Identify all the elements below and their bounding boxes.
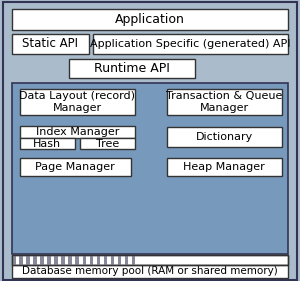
Bar [12, 255, 16, 265]
Bar [40, 255, 44, 265]
Bar [132, 255, 135, 265]
Text: Dictionary: Dictionary [196, 132, 253, 142]
Bar [26, 255, 30, 265]
Bar [12, 83, 288, 254]
Bar [12, 9, 288, 30]
Bar [33, 255, 37, 265]
Bar [69, 59, 195, 78]
Bar [111, 255, 114, 265]
Text: Heap Manager: Heap Manager [183, 162, 265, 172]
Text: Hash: Hash [33, 139, 61, 149]
Text: Transaction & Queue
Manager: Transaction & Queue Manager [166, 91, 282, 113]
Bar [61, 255, 65, 265]
Bar [12, 255, 288, 265]
Text: Runtime API: Runtime API [94, 62, 170, 75]
Text: Data Layout (record)
Manager: Data Layout (record) Manager [19, 91, 135, 113]
Bar [54, 255, 58, 265]
Text: Tree: Tree [96, 139, 119, 149]
Bar [20, 138, 75, 149]
Bar [20, 89, 135, 115]
Bar [76, 255, 79, 265]
Text: Index Manager: Index Manager [36, 127, 119, 137]
Bar [97, 255, 100, 265]
Bar [167, 158, 282, 176]
Bar [167, 89, 282, 115]
Bar [12, 265, 288, 278]
Bar [12, 34, 88, 54]
Text: Database memory pool (RAM or shared memory): Database memory pool (RAM or shared memo… [22, 266, 278, 277]
Bar [20, 158, 130, 176]
Text: Static API: Static API [22, 37, 78, 50]
Bar [19, 255, 22, 265]
Text: Application Specific (generated) API: Application Specific (generated) API [90, 39, 291, 49]
Text: Page Manager: Page Manager [35, 162, 115, 172]
Bar [93, 34, 288, 54]
Bar [167, 127, 282, 147]
Bar [20, 126, 135, 138]
Bar [47, 255, 51, 265]
Bar [80, 138, 135, 149]
Bar [68, 255, 72, 265]
Bar [82, 255, 86, 265]
Bar [118, 255, 121, 265]
Bar [104, 255, 107, 265]
Bar [125, 255, 128, 265]
Bar [12, 255, 288, 265]
Text: Application: Application [115, 13, 185, 26]
Bar [90, 255, 93, 265]
